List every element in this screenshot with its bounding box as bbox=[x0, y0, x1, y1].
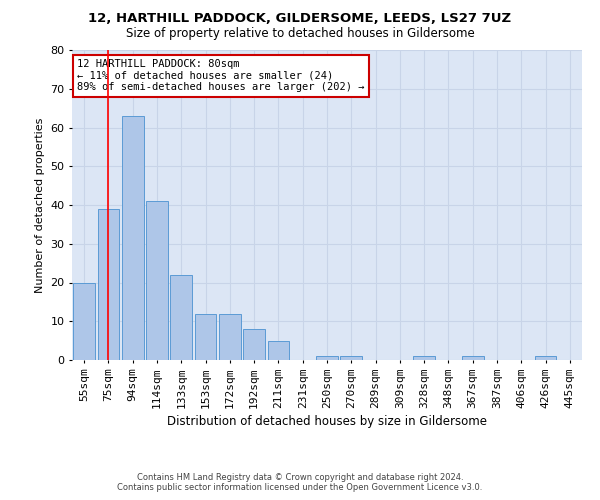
Bar bbox=[146, 201, 168, 360]
Bar bbox=[268, 340, 289, 360]
Bar bbox=[97, 209, 119, 360]
Bar bbox=[462, 356, 484, 360]
Bar bbox=[243, 329, 265, 360]
Bar bbox=[340, 356, 362, 360]
Y-axis label: Number of detached properties: Number of detached properties bbox=[35, 118, 44, 292]
Bar bbox=[194, 314, 217, 360]
Bar bbox=[219, 314, 241, 360]
Bar bbox=[535, 356, 556, 360]
Text: 12 HARTHILL PADDOCK: 80sqm
← 11% of detached houses are smaller (24)
89% of semi: 12 HARTHILL PADDOCK: 80sqm ← 11% of deta… bbox=[77, 60, 365, 92]
Bar bbox=[316, 356, 338, 360]
Text: Size of property relative to detached houses in Gildersome: Size of property relative to detached ho… bbox=[125, 28, 475, 40]
Text: Contains HM Land Registry data © Crown copyright and database right 2024.
Contai: Contains HM Land Registry data © Crown c… bbox=[118, 473, 482, 492]
Bar bbox=[122, 116, 143, 360]
Bar bbox=[413, 356, 435, 360]
Text: 12, HARTHILL PADDOCK, GILDERSOME, LEEDS, LS27 7UZ: 12, HARTHILL PADDOCK, GILDERSOME, LEEDS,… bbox=[88, 12, 512, 26]
Bar bbox=[73, 282, 95, 360]
X-axis label: Distribution of detached houses by size in Gildersome: Distribution of detached houses by size … bbox=[167, 415, 487, 428]
Bar bbox=[170, 275, 192, 360]
